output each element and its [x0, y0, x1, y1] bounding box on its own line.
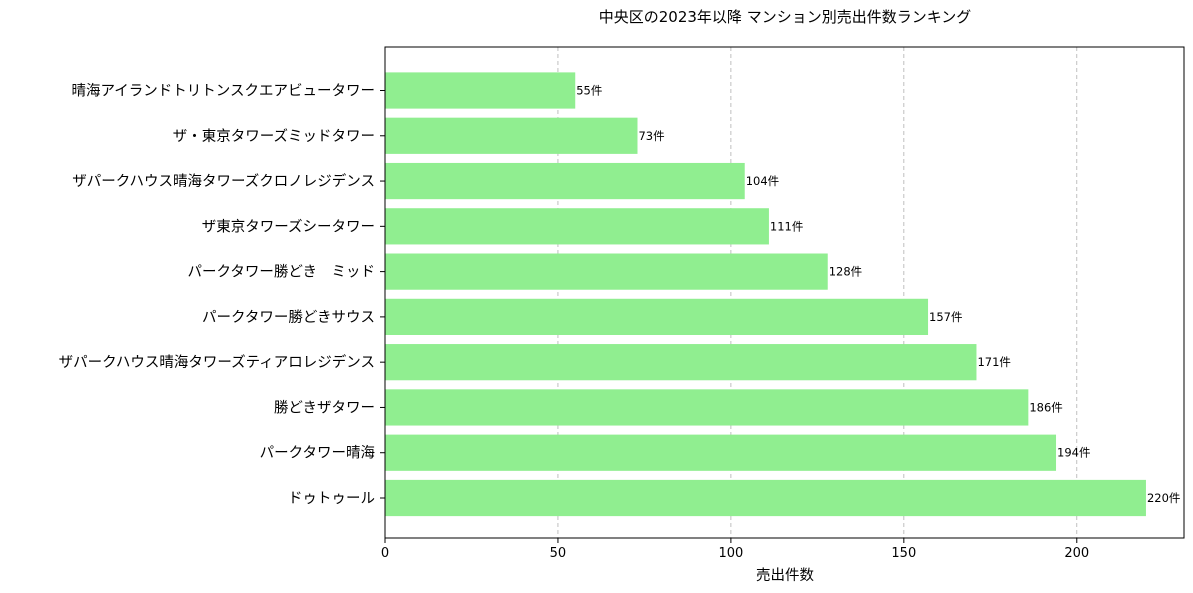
x-tick-label: 50 [550, 546, 567, 561]
bar [385, 162, 745, 200]
bar [385, 208, 769, 245]
bar-value-label: 73件 [638, 129, 664, 143]
y-category-label: ザパークハウス晴海タワーズティアロレジデンス [59, 353, 375, 371]
plot-frame [384, 46, 1185, 539]
y-category-label: ザパークハウス晴海タワーズクロノレジデンス [72, 172, 375, 190]
bar [385, 389, 1029, 426]
bar [385, 72, 576, 109]
bar [385, 253, 828, 290]
x-tick-label: 200 [1064, 546, 1089, 561]
bar [385, 117, 638, 154]
x-axis: 0 50 100 150 200 [381, 538, 1089, 561]
x-tick-label: 150 [891, 546, 916, 561]
y-category-label: パークタワー晴海 [260, 445, 375, 462]
bar-value-label: 104件 [746, 174, 779, 188]
x-tick-label: 100 [718, 546, 743, 561]
bars-group [385, 72, 1146, 517]
bar-value-label: 220件 [1147, 491, 1180, 505]
data-labels-group: 55件 73件 104件 111件 128件 157件 171件 186件 194件 220件 [576, 84, 1180, 506]
bar-value-label: 128件 [829, 265, 862, 279]
bar-value-label: 194件 [1057, 446, 1090, 460]
bar-value-label: 55件 [576, 84, 602, 98]
y-category-label: ドゥトゥール [288, 491, 375, 507]
bar [385, 298, 929, 335]
bar-value-label: 157件 [929, 310, 962, 324]
bar [385, 434, 1057, 471]
chart-title: 中央区の2023年以降 マンション別売出件数ランキング [599, 8, 972, 26]
y-category-label: ザ・東京タワーズミッドタワー [173, 128, 375, 145]
y-category-label: ザ東京タワーズシータワー [202, 218, 375, 235]
y-category-label: 勝どきザタワー [274, 399, 375, 416]
bar-value-label: 186件 [1029, 400, 1062, 414]
x-tick-label: 0 [381, 546, 389, 561]
bar [385, 344, 977, 381]
bar-value-label: 171件 [977, 355, 1010, 369]
bar [385, 479, 1146, 517]
y-axis: 晴海アイランドトリトンスクエアビュータワーザ・東京タワーズミッドタワーザパークハ… [59, 83, 385, 507]
x-axis-label: 売出件数 [756, 567, 814, 584]
bar-value-label: 111件 [770, 219, 803, 233]
y-category-label: 晴海アイランドトリトンスクエアビュータワー [72, 83, 375, 100]
y-category-label: パークタワー勝どき ミッド [188, 264, 375, 281]
y-category-label: パークタワー勝どきサウス [202, 309, 375, 326]
